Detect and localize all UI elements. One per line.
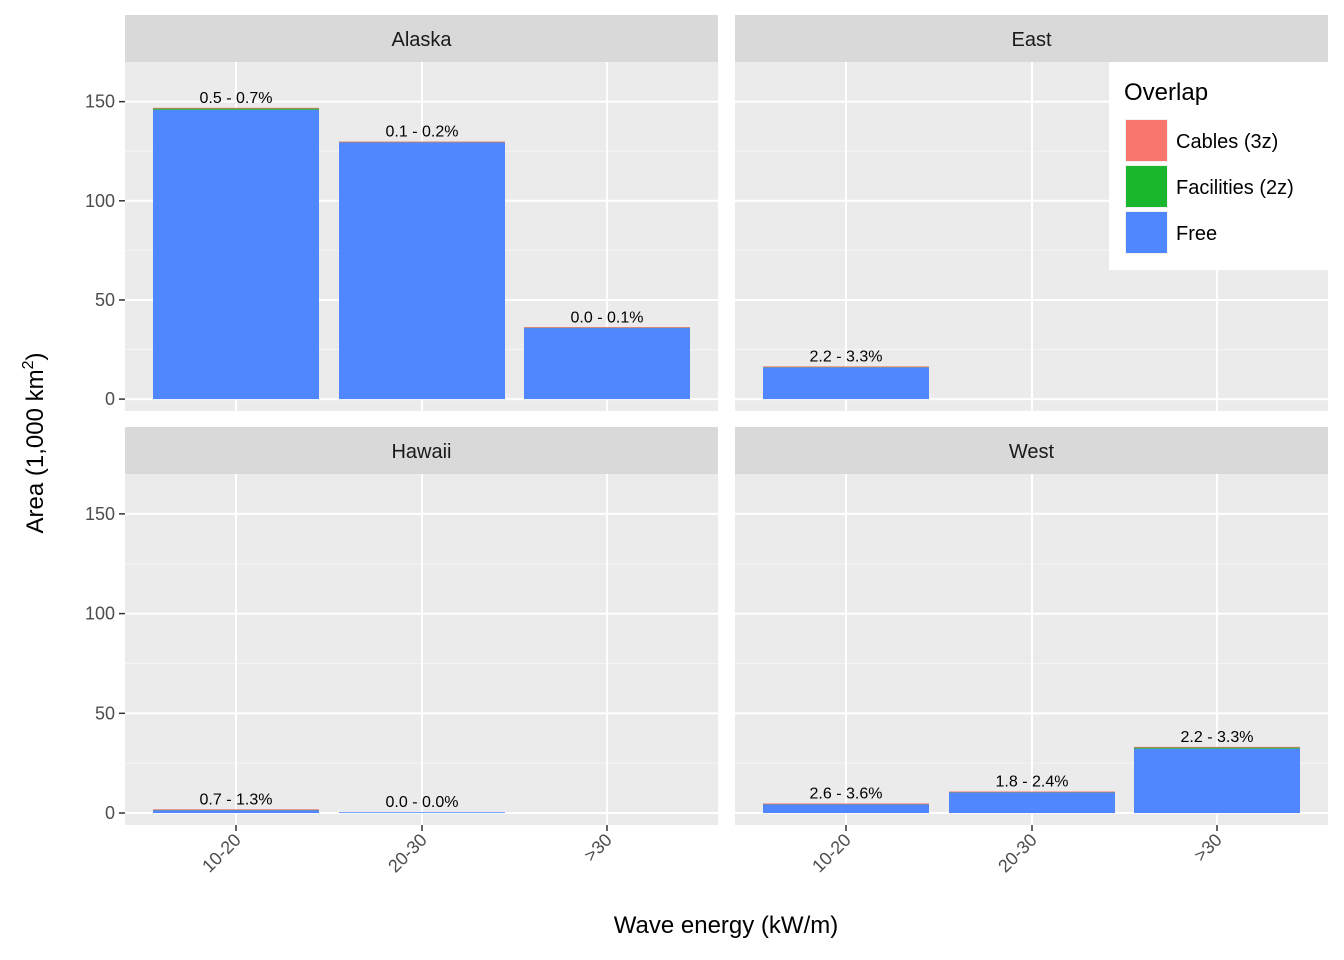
bar-data-label: 2.2 - 3.3% xyxy=(810,348,883,365)
bar-10-20: 0.5 - 0.7% xyxy=(153,90,319,400)
legend-swatch xyxy=(1126,166,1167,207)
x-tick-label: >30 xyxy=(1190,830,1226,866)
legend-swatch xyxy=(1126,120,1167,161)
x-axis-title: Wave energy (kW/m) xyxy=(614,912,838,939)
bar-segment-free xyxy=(763,367,929,400)
bar-segment-free xyxy=(949,792,1115,814)
bar-data-label: 1.8 - 2.4% xyxy=(996,773,1069,790)
y-axis-title-text: Area (1,000 km2) xyxy=(20,353,49,534)
bar-data-label: 2.6 - 3.6% xyxy=(810,785,883,802)
bar-segment-free xyxy=(763,803,929,814)
bar-segment-facilities xyxy=(153,108,319,110)
bar-segment-cables xyxy=(763,803,929,805)
bar-10-20: 2.2 - 3.3% xyxy=(763,348,929,400)
y-tick-label: 100 xyxy=(85,191,115,211)
facet-panels: Alaska 0.5 - 0.7% 0.1 - 0.2% 0.0 - 0.1% 0 50 1… xyxy=(85,15,1328,876)
facet-strip xyxy=(125,427,718,474)
bar->30: 0.0 - 0.1% xyxy=(524,309,690,400)
y-tick-label: 50 xyxy=(95,290,115,310)
facet-strip xyxy=(125,15,718,62)
bar-10-20: 0.7 - 1.3% xyxy=(153,791,319,814)
bar-segment-free xyxy=(524,327,690,400)
y-axis-title-base: Area (1,000 km xyxy=(22,369,49,533)
facet-west: West 2.6 - 3.6% 1.8 - 2.4% 2.2 - 3.3% 10-20 2… xyxy=(735,427,1328,876)
bar-segment-cables xyxy=(524,327,690,329)
legend-title: Overlap xyxy=(1124,79,1208,106)
facet-strip-label: Hawaii xyxy=(391,441,451,463)
bar-segment-free xyxy=(153,809,319,814)
bar-segment-cables xyxy=(763,366,929,368)
bar-segment-cables xyxy=(153,107,319,109)
legend-entry-label: Cables (3z) xyxy=(1176,131,1278,153)
bar-data-label: 0.0 - 0.0% xyxy=(386,794,459,811)
y-tick-label: 150 xyxy=(85,92,115,112)
x-tick-label: 20-30 xyxy=(384,830,431,877)
bar-segment-cables xyxy=(153,809,319,811)
bar-segment-free xyxy=(339,812,505,814)
x-tick-label: >30 xyxy=(580,830,616,866)
bar-20-30: 0.1 - 0.2% xyxy=(339,124,505,400)
facet-strip-label: Alaska xyxy=(391,29,452,51)
y-axis-title-end: ) xyxy=(22,353,49,361)
y-axis-title-superscript: 2 xyxy=(20,360,37,369)
bar->30: 2.2 - 3.3% xyxy=(1134,729,1300,814)
facet-strip xyxy=(735,427,1328,474)
x-tick-label: 10-20 xyxy=(808,830,855,877)
facet-strip-label: West xyxy=(1009,441,1055,463)
facet-strip xyxy=(735,15,1328,62)
legend-swatch xyxy=(1126,212,1167,253)
x-tick-label: 10-20 xyxy=(198,830,245,877)
bar-data-label: 0.0 - 0.1% xyxy=(571,309,644,326)
bar-segment-cables xyxy=(339,141,505,143)
y-axis-title: Area (1,000 km2) xyxy=(20,353,49,534)
bar-segment-free xyxy=(153,109,319,400)
legend: Overlap Cables (3z) Facilities (2z) Free xyxy=(1109,62,1328,270)
y-tick-label: 100 xyxy=(85,604,115,624)
bar-segment-free xyxy=(339,142,505,400)
bar-10-20: 2.6 - 3.6% xyxy=(763,785,929,814)
bar-data-label: 0.7 - 1.3% xyxy=(200,791,273,808)
x-tick-label: 20-30 xyxy=(994,830,1041,877)
bar-segment-cables xyxy=(1134,746,1300,748)
facet-alaska: Alaska 0.5 - 0.7% 0.1 - 0.2% 0.0 - 0.1% 0 50 1… xyxy=(85,15,718,411)
y-tick-label: 0 xyxy=(105,803,115,823)
y-tick-label: 150 xyxy=(85,504,115,524)
bar-data-label: 0.1 - 0.2% xyxy=(386,124,459,141)
legend-entry-label: Facilities (2z) xyxy=(1176,177,1294,199)
facet-hawaii: Hawaii 0.7 - 1.3% 0.0 - 0.0% 0 50 100 150 10-20… xyxy=(85,427,718,876)
bar-data-label: 2.2 - 3.3% xyxy=(1181,729,1254,746)
bar-segment-cables xyxy=(949,791,1115,793)
bar-segment-facilities xyxy=(1134,747,1300,749)
bar-data-label: 0.5 - 0.7% xyxy=(200,90,273,107)
bar-20-30: 0.0 - 0.0% xyxy=(339,794,505,814)
y-tick-label: 0 xyxy=(105,389,115,409)
y-tick-label: 50 xyxy=(95,703,115,723)
bar-segment-free xyxy=(1134,748,1300,814)
legend-entry-label: Free xyxy=(1176,223,1217,245)
bar-20-30: 1.8 - 2.4% xyxy=(949,773,1115,814)
facet-strip-label: East xyxy=(1011,29,1051,51)
